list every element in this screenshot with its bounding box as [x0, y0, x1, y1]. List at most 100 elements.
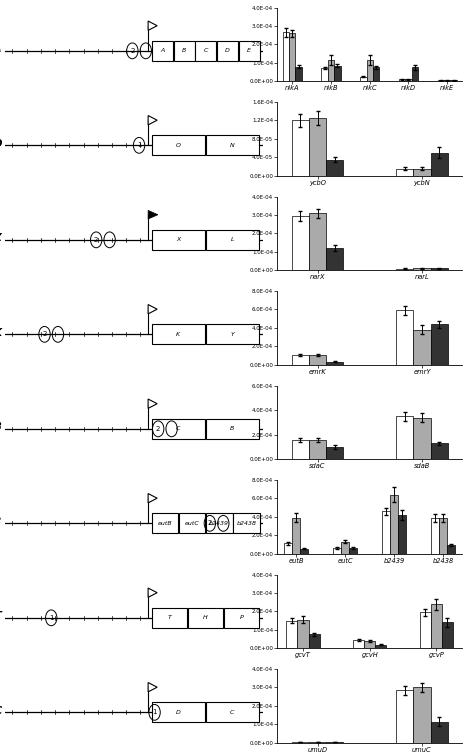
Bar	[309, 634, 319, 648]
Text: b2438: b2438	[0, 516, 2, 526]
Text: B: B	[230, 426, 235, 432]
Bar	[444, 80, 450, 82]
Text: 2: 2	[208, 520, 212, 526]
Bar	[295, 67, 302, 82]
Bar	[188, 608, 223, 627]
Polygon shape	[148, 210, 158, 219]
Bar	[292, 518, 300, 553]
Text: T: T	[167, 615, 171, 621]
Text: b2439: b2439	[209, 521, 229, 526]
Text: 2: 2	[42, 331, 47, 337]
Text: C: C	[176, 426, 180, 432]
Text: sdaB: sdaB	[0, 422, 2, 432]
Text: D: D	[175, 710, 181, 715]
Bar	[328, 60, 334, 82]
Text: 1: 1	[152, 709, 157, 715]
Polygon shape	[148, 683, 157, 692]
Bar	[366, 60, 373, 82]
Bar	[334, 66, 340, 82]
Bar	[396, 169, 413, 176]
Bar	[396, 690, 413, 742]
Bar	[430, 153, 448, 176]
Bar	[413, 330, 430, 365]
Bar	[396, 417, 413, 459]
Bar	[447, 545, 456, 553]
Bar	[152, 230, 205, 249]
Text: 2: 2	[94, 237, 99, 243]
Bar	[298, 620, 309, 648]
Bar	[411, 67, 418, 82]
Bar	[390, 495, 398, 553]
Text: nikA: nikA	[0, 44, 2, 54]
Bar	[431, 518, 439, 553]
Text: eutB: eutB	[158, 521, 173, 526]
Bar	[224, 608, 259, 627]
Text: 1: 1	[49, 615, 54, 621]
Bar	[292, 120, 309, 176]
Bar	[233, 513, 260, 533]
Bar	[326, 447, 343, 459]
Bar	[309, 118, 326, 176]
Bar	[420, 612, 431, 648]
Bar	[179, 513, 205, 533]
Text: C: C	[230, 710, 235, 715]
Bar	[431, 604, 442, 648]
Text: gcvT: gcvT	[0, 611, 2, 621]
Text: A: A	[160, 48, 164, 54]
Bar	[413, 268, 430, 271]
Text: 1: 1	[137, 142, 141, 148]
Bar	[206, 230, 259, 249]
Text: umuC: umuC	[0, 705, 2, 715]
Bar	[413, 169, 430, 176]
Bar	[430, 443, 448, 459]
Bar	[286, 621, 298, 648]
Text: narX: narX	[0, 233, 2, 243]
Bar	[382, 511, 390, 553]
Polygon shape	[148, 21, 157, 30]
Bar	[283, 33, 289, 82]
Bar	[152, 702, 205, 722]
Bar	[398, 515, 406, 553]
Text: 2: 2	[130, 48, 135, 54]
Bar	[375, 645, 386, 648]
Text: P: P	[240, 615, 244, 621]
Polygon shape	[148, 116, 157, 125]
Bar	[152, 419, 205, 438]
Bar	[326, 361, 343, 365]
Text: E: E	[247, 48, 251, 54]
Bar	[430, 721, 448, 742]
Bar	[292, 355, 309, 365]
Bar	[430, 324, 448, 365]
Bar	[152, 513, 178, 533]
Bar	[217, 41, 238, 60]
Text: N: N	[230, 143, 235, 148]
Text: O: O	[175, 143, 181, 148]
Bar	[349, 548, 357, 553]
Text: ycbO: ycbO	[0, 138, 2, 148]
Bar	[442, 622, 453, 648]
Bar	[396, 269, 413, 271]
Bar	[309, 440, 326, 459]
Bar	[152, 608, 187, 627]
Bar	[284, 543, 292, 553]
Bar	[413, 687, 430, 742]
Polygon shape	[148, 399, 157, 408]
Bar	[289, 33, 295, 82]
Polygon shape	[148, 494, 157, 503]
Bar	[396, 311, 413, 365]
Text: C: C	[204, 48, 208, 54]
Bar	[152, 324, 205, 344]
Bar	[292, 216, 309, 271]
Text: H: H	[203, 615, 208, 621]
Bar	[360, 76, 366, 82]
Bar	[438, 80, 444, 82]
Text: K: K	[176, 332, 180, 337]
Text: X: X	[176, 237, 180, 243]
Polygon shape	[148, 305, 157, 314]
Bar	[300, 549, 308, 553]
Bar	[413, 417, 430, 459]
Text: eutC: eutC	[185, 521, 200, 526]
Text: B: B	[182, 48, 186, 54]
Bar	[326, 160, 343, 176]
Bar	[239, 41, 260, 60]
